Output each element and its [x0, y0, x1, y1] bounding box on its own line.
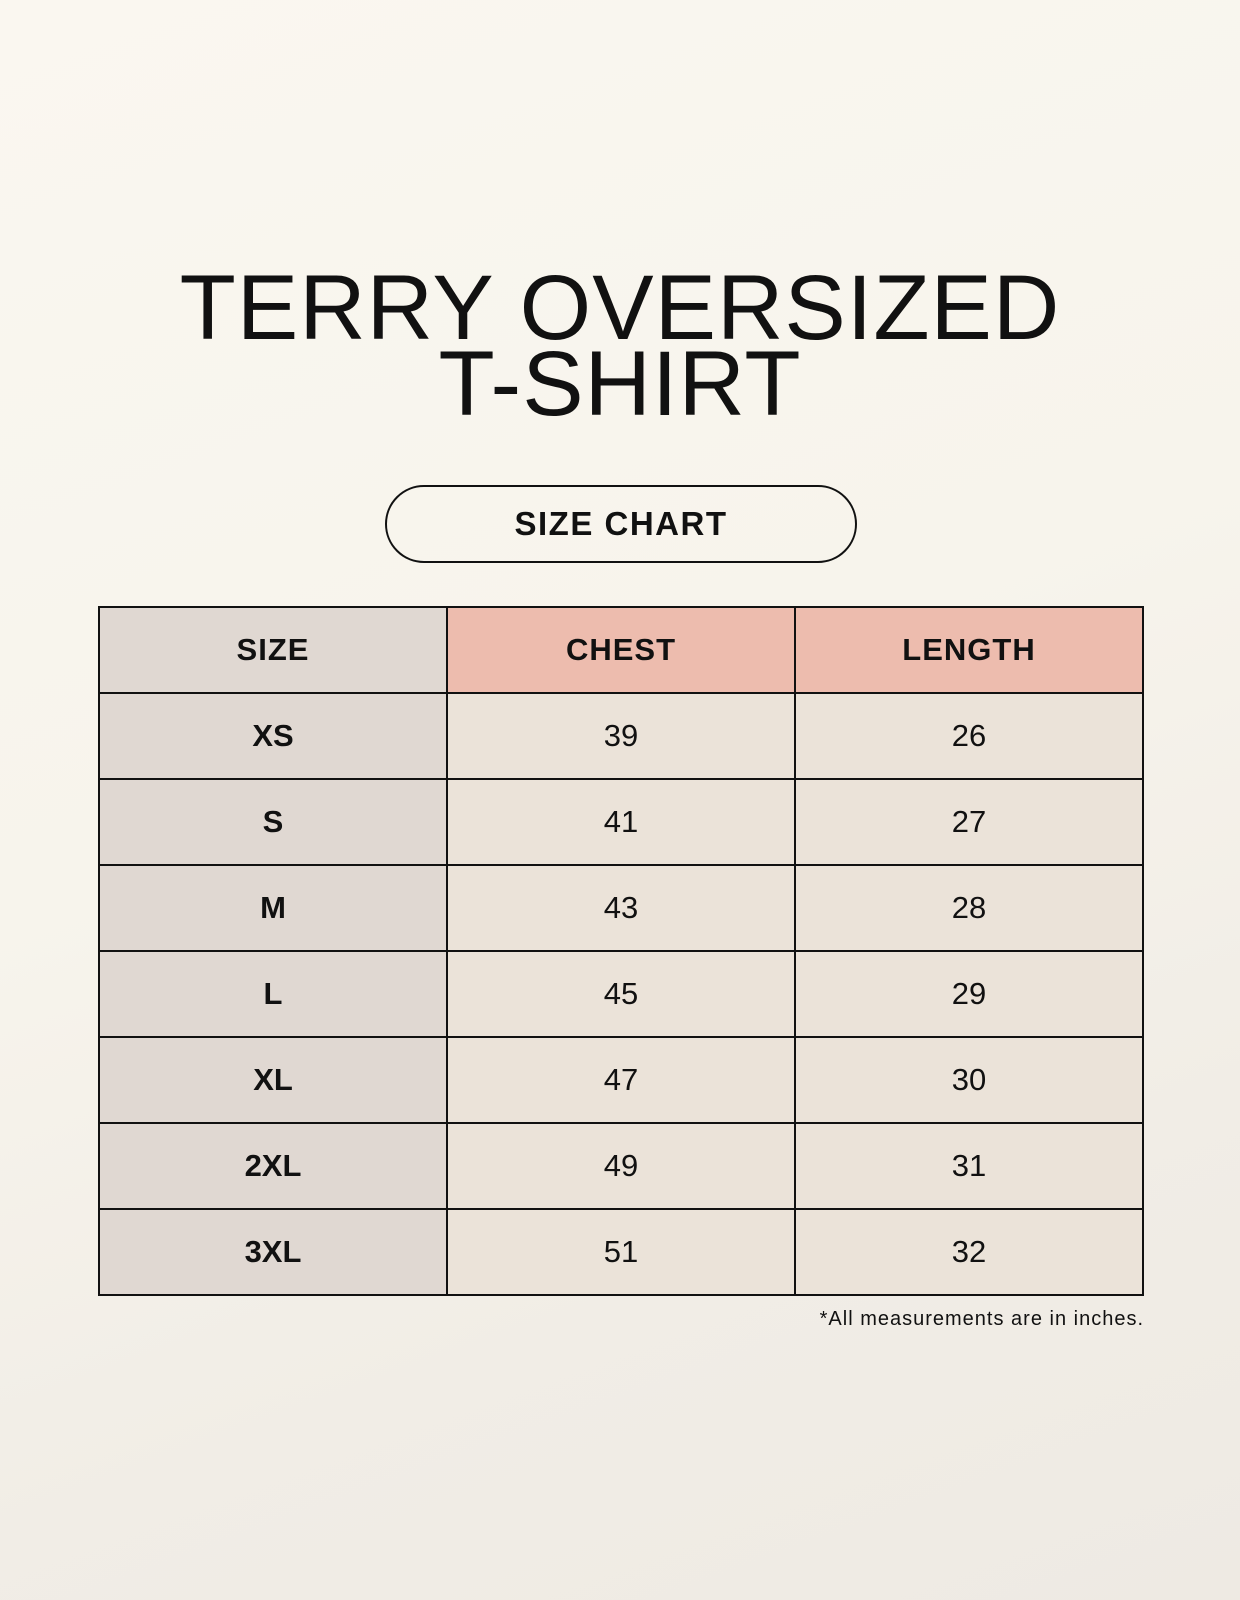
- cell-size: XS: [98, 692, 448, 780]
- table-header-row: SIZE CHEST LENGTH: [98, 606, 1144, 694]
- table-row: 2XL 49 31: [98, 1122, 1144, 1210]
- cell-size: S: [98, 778, 448, 866]
- table-row: 3XL 51 32: [98, 1208, 1144, 1296]
- cell-length: 32: [794, 1208, 1144, 1296]
- cell-size: XL: [98, 1036, 448, 1124]
- footnote: *All measurements are in inches.: [819, 1308, 1144, 1330]
- cell-size: 3XL: [98, 1208, 448, 1296]
- cell-length: 28: [794, 864, 1144, 952]
- cell-chest: 49: [446, 1122, 796, 1210]
- cell-chest: 41: [446, 778, 796, 866]
- cell-size: 2XL: [98, 1122, 448, 1210]
- cell-size: L: [98, 950, 448, 1038]
- title-line-1: TERRY OVERSIZED: [179, 257, 1061, 359]
- header-length: LENGTH: [794, 606, 1144, 694]
- cell-length: 31: [794, 1122, 1144, 1210]
- size-chart-label: SIZE CHART: [385, 485, 857, 563]
- cell-length: 30: [794, 1036, 1144, 1124]
- header-chest: CHEST: [446, 606, 796, 694]
- page-title: TERRY OVERSIZED T-SHIRT: [0, 257, 1240, 435]
- cell-length: 29: [794, 950, 1144, 1038]
- title-line-2: T-SHIRT: [438, 333, 802, 435]
- cell-chest: 47: [446, 1036, 796, 1124]
- size-table: SIZE CHEST LENGTH XS 39 26 S 41 27 M 43 28 L 45 29 X…: [98, 606, 1144, 1296]
- table-row: XL 47 30: [98, 1036, 1144, 1124]
- cell-chest: 51: [446, 1208, 796, 1296]
- cell-size: M: [98, 864, 448, 952]
- cell-chest: 45: [446, 950, 796, 1038]
- table-row: L 45 29: [98, 950, 1144, 1038]
- table-row: M 43 28: [98, 864, 1144, 952]
- cell-length: 26: [794, 692, 1144, 780]
- cell-chest: 43: [446, 864, 796, 952]
- table-row: XS 39 26: [98, 692, 1144, 780]
- cell-length: 27: [794, 778, 1144, 866]
- cell-chest: 39: [446, 692, 796, 780]
- header-size: SIZE: [98, 606, 448, 694]
- table-row: S 41 27: [98, 778, 1144, 866]
